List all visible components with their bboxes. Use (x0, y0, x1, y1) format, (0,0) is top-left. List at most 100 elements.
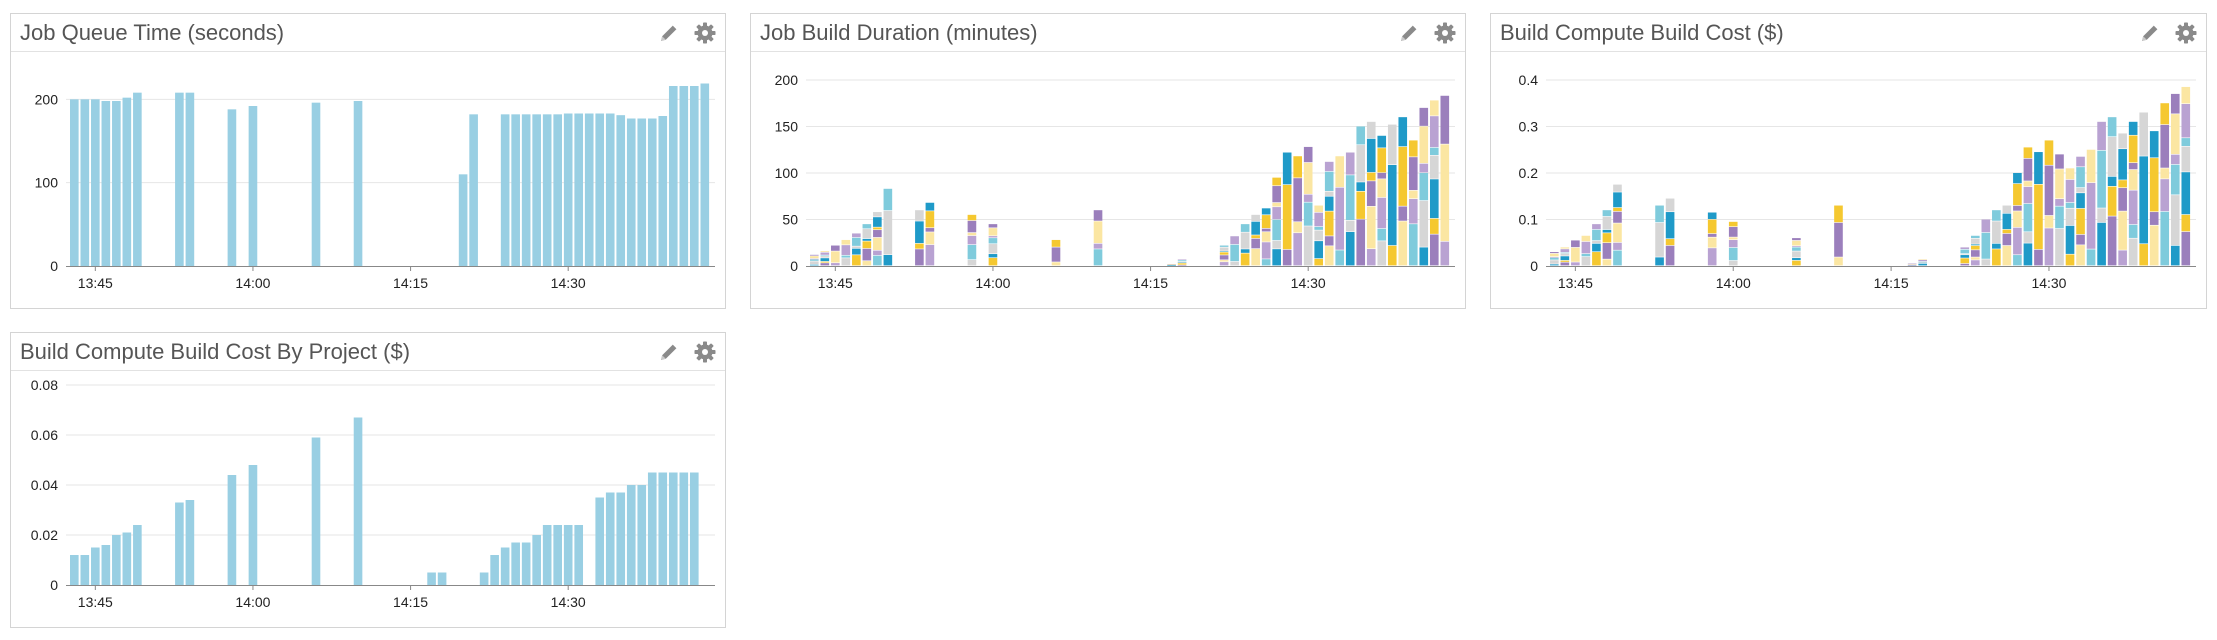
bar-segment (1377, 135, 1387, 148)
bar-segment (1728, 247, 1738, 261)
bar-segment (1324, 246, 1334, 266)
bar-segment (1335, 156, 1345, 187)
x-tick-label: 14:00 (235, 275, 270, 291)
y-tick-label: 0.2 (1519, 165, 1539, 181)
job-queue-time-chart: 0 100 200 13:45 14:00 14:15 14:30 (35, 83, 715, 291)
bar-segment (1665, 198, 1675, 212)
bar-segment (1240, 224, 1250, 232)
pencil-icon[interactable] (657, 21, 681, 45)
bar-segment (1728, 240, 1738, 248)
bar-segment (925, 202, 935, 211)
bar-segment (1398, 146, 1408, 206)
bar-segment (1219, 260, 1229, 262)
bar-segment (1230, 236, 1239, 245)
bar-segment (1377, 241, 1387, 266)
gear-icon[interactable] (2174, 21, 2198, 45)
bar-segment (2160, 179, 2170, 212)
bar-segment (1655, 257, 1664, 266)
bar-segment (2139, 244, 2149, 266)
gear-icon[interactable] (693, 340, 717, 364)
bar-segment (2013, 255, 2022, 266)
bar (133, 525, 142, 585)
bar (101, 101, 111, 266)
bar (637, 118, 647, 266)
bar-segment (2181, 146, 2191, 172)
bar-segment (2065, 208, 2075, 226)
bar-segment (820, 263, 830, 266)
bar (91, 99, 100, 266)
y-tick-label: 0.02 (31, 527, 58, 543)
bar-segment (2076, 167, 2085, 188)
bar-segment (1707, 212, 1717, 220)
bar-segment (1970, 245, 1980, 250)
bar-segment (1335, 187, 1345, 250)
bar-segment (1167, 264, 1176, 266)
bar-segment (1602, 210, 1612, 217)
bar-segment (1356, 126, 1366, 145)
bar-segment (1792, 240, 1801, 246)
pencil-icon[interactable] (1397, 21, 1421, 45)
y-tick-label: 50 (782, 211, 798, 227)
bar-segment (1613, 250, 1622, 266)
bar-segment (2170, 164, 2180, 195)
bar-segment (810, 261, 819, 265)
bar-segment (1167, 264, 1176, 265)
bar-segment (862, 248, 872, 261)
bar-segment (1970, 257, 1980, 260)
bar-segment (1918, 259, 1927, 262)
bar-segment (967, 235, 977, 245)
build-compute-build-cost-chart: 0 0.1 0.2 0.3 0.4 13:45 14:00 14:15 14:30 (1519, 72, 2196, 291)
y-tick-label: 100 (35, 175, 59, 191)
bar-segment (1251, 221, 1260, 235)
bar-segment (2013, 227, 2022, 255)
pencil-icon[interactable] (2138, 21, 2162, 45)
bar (658, 116, 668, 266)
bar-segment (1093, 210, 1103, 221)
gear-icon[interactable] (1433, 21, 1457, 45)
bar-segment (1377, 172, 1387, 179)
bar-segment (2139, 156, 2149, 244)
bar-segment (873, 217, 882, 227)
bar-segment (1303, 194, 1313, 202)
panel-build-compute-build-cost: Build Compute Build Cost ($) 0 0.1 0.2 0.3 0… (1490, 13, 2207, 309)
bar (584, 113, 594, 266)
pencil-icon[interactable] (657, 340, 681, 364)
bar-segment (1707, 219, 1717, 234)
bar-segment (1419, 200, 1429, 247)
panel-title: Job Queue Time (seconds) (20, 20, 285, 45)
bar-segment (2055, 199, 2064, 206)
bar-segment (1792, 258, 1801, 261)
bar-segment (1602, 233, 1612, 243)
bar-segment (2170, 114, 2180, 155)
bar (595, 113, 605, 266)
bar-segment (2149, 212, 2159, 225)
bar-segment (2128, 238, 2138, 266)
bar-segment (2023, 243, 2033, 266)
bar-segment (1550, 264, 1559, 266)
bar-segment (810, 254, 819, 256)
bar-segment (1366, 206, 1376, 249)
bar-segment (1366, 181, 1376, 207)
bar-segment (1282, 184, 1292, 250)
bar-segment (2170, 245, 2180, 266)
bar-segment (2023, 158, 2033, 181)
bar-segment (1655, 205, 1664, 223)
bar (437, 572, 447, 585)
bar-segment (1293, 156, 1302, 178)
bar-segment (1293, 233, 1302, 266)
bar-segment (1970, 250, 1980, 257)
bar-segment (2118, 180, 2127, 188)
bar-segment (1560, 253, 1570, 256)
bar-segment (1581, 256, 1591, 266)
bar-segment (2181, 86, 2191, 104)
bar-segment (2055, 169, 2064, 199)
bar-segment (1230, 244, 1239, 262)
bar-segment (1429, 116, 1439, 148)
bar (605, 492, 615, 585)
bar (101, 545, 111, 585)
bar-segment (1377, 228, 1387, 241)
gear-icon[interactable] (693, 21, 717, 45)
bar-segment (915, 243, 924, 249)
bar-segment (1960, 255, 1970, 258)
bar-segment (1240, 249, 1250, 253)
